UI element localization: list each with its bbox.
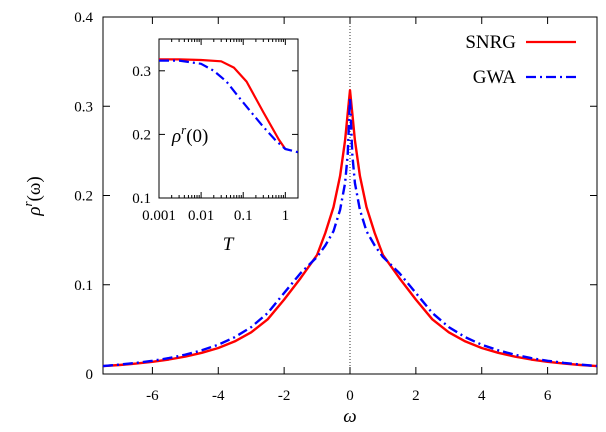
inset-series-line-gwa: [159, 59, 299, 154]
y-tick-label: 0.3: [74, 99, 93, 115]
inset-y-tick-label: 0.1: [132, 191, 151, 207]
y-tick-label: 0.2: [74, 189, 93, 205]
y-axis-label-sup: r: [20, 201, 35, 207]
x-tick-label: 0: [346, 388, 354, 404]
inset-x-tick-label: 0.01: [188, 208, 214, 224]
series-line-gwa: [102, 96, 598, 368]
y-tick-label: 0.1: [74, 278, 93, 294]
inset-series-lines: [159, 58, 299, 154]
main-series-lines: [102, 88, 598, 368]
inset-series-line-snrg: [159, 58, 287, 150]
legend-label-gwa: GWA: [473, 67, 517, 88]
legend: SNRG GWA: [465, 32, 576, 88]
inset-x-axis-label: T: [223, 234, 235, 255]
inset-annotation-sup: r: [181, 122, 187, 137]
main-axis-ticks: -6 -4 -2 0 2 4 6 0 0.1 0.2 0.3 0.4: [74, 10, 597, 404]
legend-label-snrg: SNRG: [465, 32, 516, 53]
y-axis-label-base: ρ: [24, 207, 45, 217]
inset-x-tick-label: 0.1: [234, 208, 253, 224]
inset-plot: 0.001 0.01 0.1 1 0.1 0.2 0.3 ρr(0) T: [132, 38, 299, 255]
y-axis-label: ρr(ω): [20, 176, 45, 216]
inset-x-tick-label: 0.001: [142, 208, 176, 224]
inset-annotation-base: ρ: [171, 126, 181, 147]
inset-annotation: ρr(0): [171, 122, 208, 147]
x-tick-label: 6: [544, 388, 552, 404]
inset-y-tick-label: 0.3: [132, 64, 151, 80]
x-tick-label: 2: [412, 388, 420, 404]
main-plot: -6 -4 -2 0 2 4 600.10.20.30.4 SNRG GWA ω ρr(ω): [20, 10, 598, 427]
x-tick-label: -2: [278, 388, 291, 404]
x-tick-label: -4: [212, 388, 225, 404]
y-tick-label: 0.4: [74, 10, 93, 26]
inset-y-tick-label: 0.2: [132, 127, 151, 143]
svg-text:ρr(ω): ρr(ω): [20, 176, 45, 216]
inset-background: [159, 39, 298, 198]
y-tick-label: 0: [86, 367, 94, 383]
x-tick-label: -6: [146, 388, 159, 404]
inset-annotation-arg: (0): [186, 126, 208, 147]
y-axis-label-arg: (ω): [24, 176, 45, 201]
inset-axis-ticks: 0.001 0.01 0.1 1 0.1 0.2 0.3: [132, 39, 299, 224]
inset-frame: [158, 38, 299, 199]
x-tick-label: 4: [478, 388, 486, 404]
inset-x-tick-label: 1: [282, 208, 290, 224]
x-axis-label: ω: [343, 406, 356, 427]
series-line-snrg: [102, 88, 598, 368]
